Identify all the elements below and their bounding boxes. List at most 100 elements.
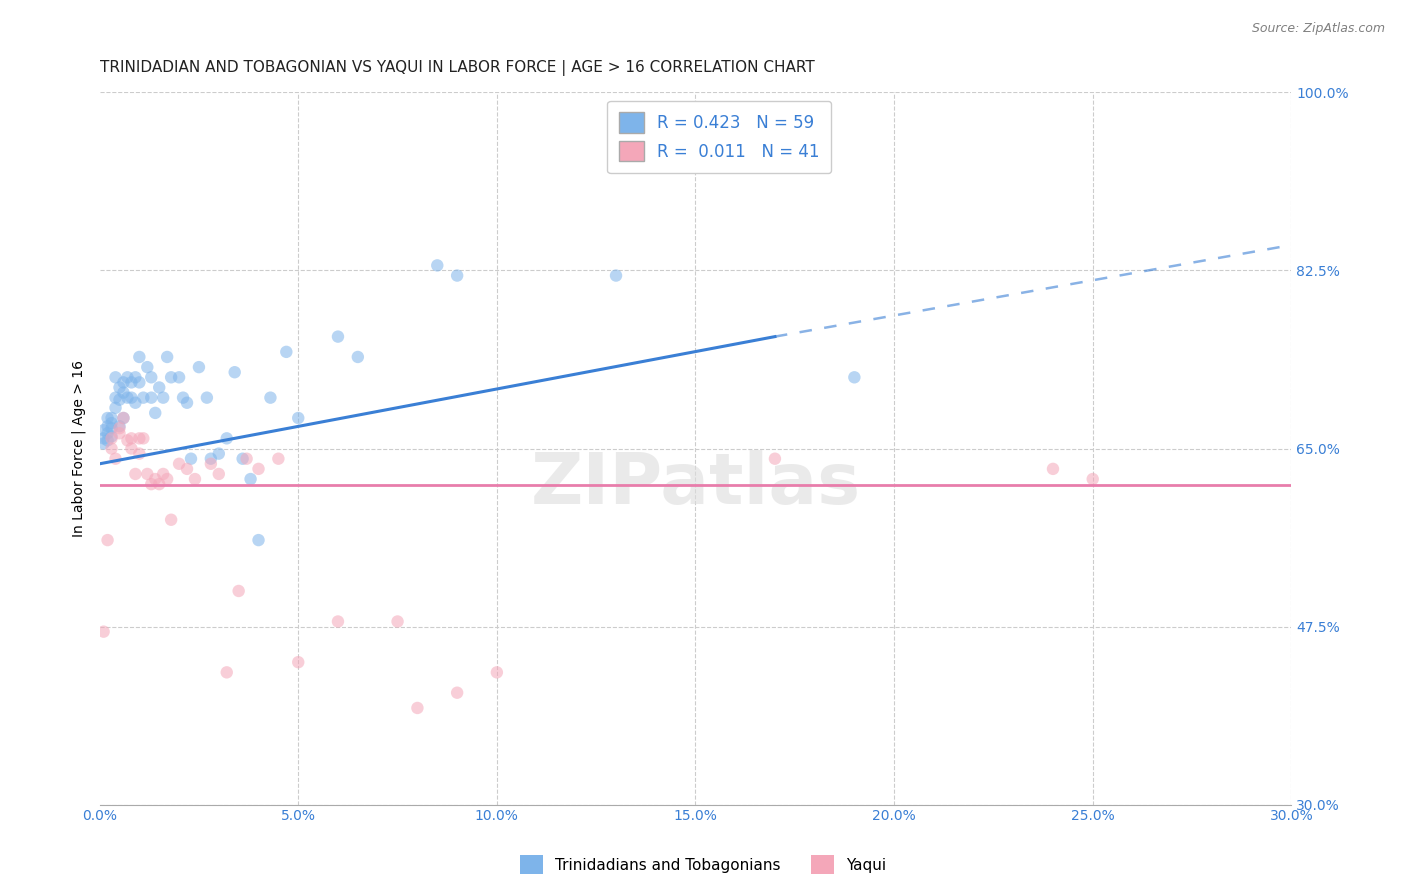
Point xyxy=(187,360,209,375)
Point xyxy=(128,350,150,364)
Point xyxy=(215,431,238,445)
Point xyxy=(1081,472,1104,486)
Point xyxy=(132,391,155,405)
Point xyxy=(141,391,163,405)
Point xyxy=(120,376,142,390)
Point xyxy=(152,391,174,405)
Point xyxy=(108,380,131,394)
Point xyxy=(141,370,163,384)
Point xyxy=(100,442,122,456)
Point xyxy=(112,411,135,425)
Point xyxy=(267,451,290,466)
Point xyxy=(108,426,131,441)
Point xyxy=(148,380,170,394)
Point xyxy=(93,431,115,445)
Point xyxy=(100,421,122,435)
Point xyxy=(347,350,370,364)
Point xyxy=(228,584,250,599)
Point xyxy=(195,391,218,405)
Text: Source: ZipAtlas.com: Source: ZipAtlas.com xyxy=(1251,22,1385,36)
Point xyxy=(180,451,202,466)
Point xyxy=(100,416,122,430)
Point xyxy=(208,447,231,461)
Point xyxy=(104,401,127,415)
Point xyxy=(259,391,281,405)
Point xyxy=(104,451,127,466)
Point xyxy=(224,365,246,379)
Point xyxy=(387,615,409,629)
Point xyxy=(200,457,222,471)
Point xyxy=(184,472,207,486)
Point xyxy=(247,462,270,476)
Point xyxy=(446,268,468,283)
Point xyxy=(97,411,120,425)
Text: TRINIDADIAN AND TOBAGONIAN VS YAQUI IN LABOR FORCE | AGE > 16 CORRELATION CHART: TRINIDADIAN AND TOBAGONIAN VS YAQUI IN L… xyxy=(100,60,814,76)
Point xyxy=(326,615,349,629)
Point xyxy=(128,431,150,445)
Point xyxy=(93,423,115,437)
Point xyxy=(97,533,120,547)
Point xyxy=(1042,462,1064,476)
Legend: R = 0.423   N = 59, R =  0.011   N = 41: R = 0.423 N = 59, R = 0.011 N = 41 xyxy=(607,101,831,173)
Point xyxy=(108,419,131,434)
Point xyxy=(152,467,174,481)
Point xyxy=(136,360,159,375)
Point xyxy=(143,472,166,486)
Point xyxy=(167,457,190,471)
Point xyxy=(100,411,122,425)
Point xyxy=(485,665,508,680)
Point xyxy=(100,431,122,445)
Point xyxy=(97,419,120,434)
Point xyxy=(120,442,142,456)
Point xyxy=(148,477,170,491)
Point xyxy=(172,391,194,405)
Point xyxy=(124,396,146,410)
Point xyxy=(117,434,139,448)
Y-axis label: In Labor Force | Age > 16: In Labor Force | Age > 16 xyxy=(72,360,86,537)
Point xyxy=(108,421,131,435)
Point xyxy=(128,376,150,390)
Point xyxy=(176,462,198,476)
Point xyxy=(232,451,254,466)
Point xyxy=(141,477,163,491)
Point xyxy=(93,436,115,450)
Point xyxy=(120,391,142,405)
Point xyxy=(124,370,146,384)
Point xyxy=(426,259,449,273)
Point xyxy=(136,467,159,481)
Point xyxy=(287,411,309,425)
Point xyxy=(97,434,120,448)
Point xyxy=(160,370,183,384)
Point xyxy=(215,665,238,680)
Point xyxy=(100,429,122,443)
Point xyxy=(117,370,139,384)
Point xyxy=(844,370,866,384)
Point xyxy=(156,350,179,364)
Point xyxy=(605,268,627,283)
Point xyxy=(112,376,135,390)
Point xyxy=(160,513,183,527)
Point xyxy=(104,370,127,384)
Point xyxy=(117,391,139,405)
Point xyxy=(276,344,298,359)
Point xyxy=(120,431,142,445)
Point xyxy=(763,451,786,466)
Point xyxy=(128,447,150,461)
Point xyxy=(326,329,349,343)
Point xyxy=(167,370,190,384)
Point xyxy=(176,396,198,410)
Point xyxy=(104,391,127,405)
Point xyxy=(446,686,468,700)
Point xyxy=(97,426,120,441)
Text: ZIPatlas: ZIPatlas xyxy=(530,450,860,518)
Point xyxy=(208,467,231,481)
Point xyxy=(406,701,429,715)
Point xyxy=(108,392,131,407)
Point xyxy=(112,385,135,400)
Point xyxy=(112,411,135,425)
Legend: Trinidadians and Tobagonians, Yaqui: Trinidadians and Tobagonians, Yaqui xyxy=(513,849,893,880)
Point xyxy=(132,431,155,445)
Point xyxy=(239,472,262,486)
Point xyxy=(143,406,166,420)
Point xyxy=(235,451,257,466)
